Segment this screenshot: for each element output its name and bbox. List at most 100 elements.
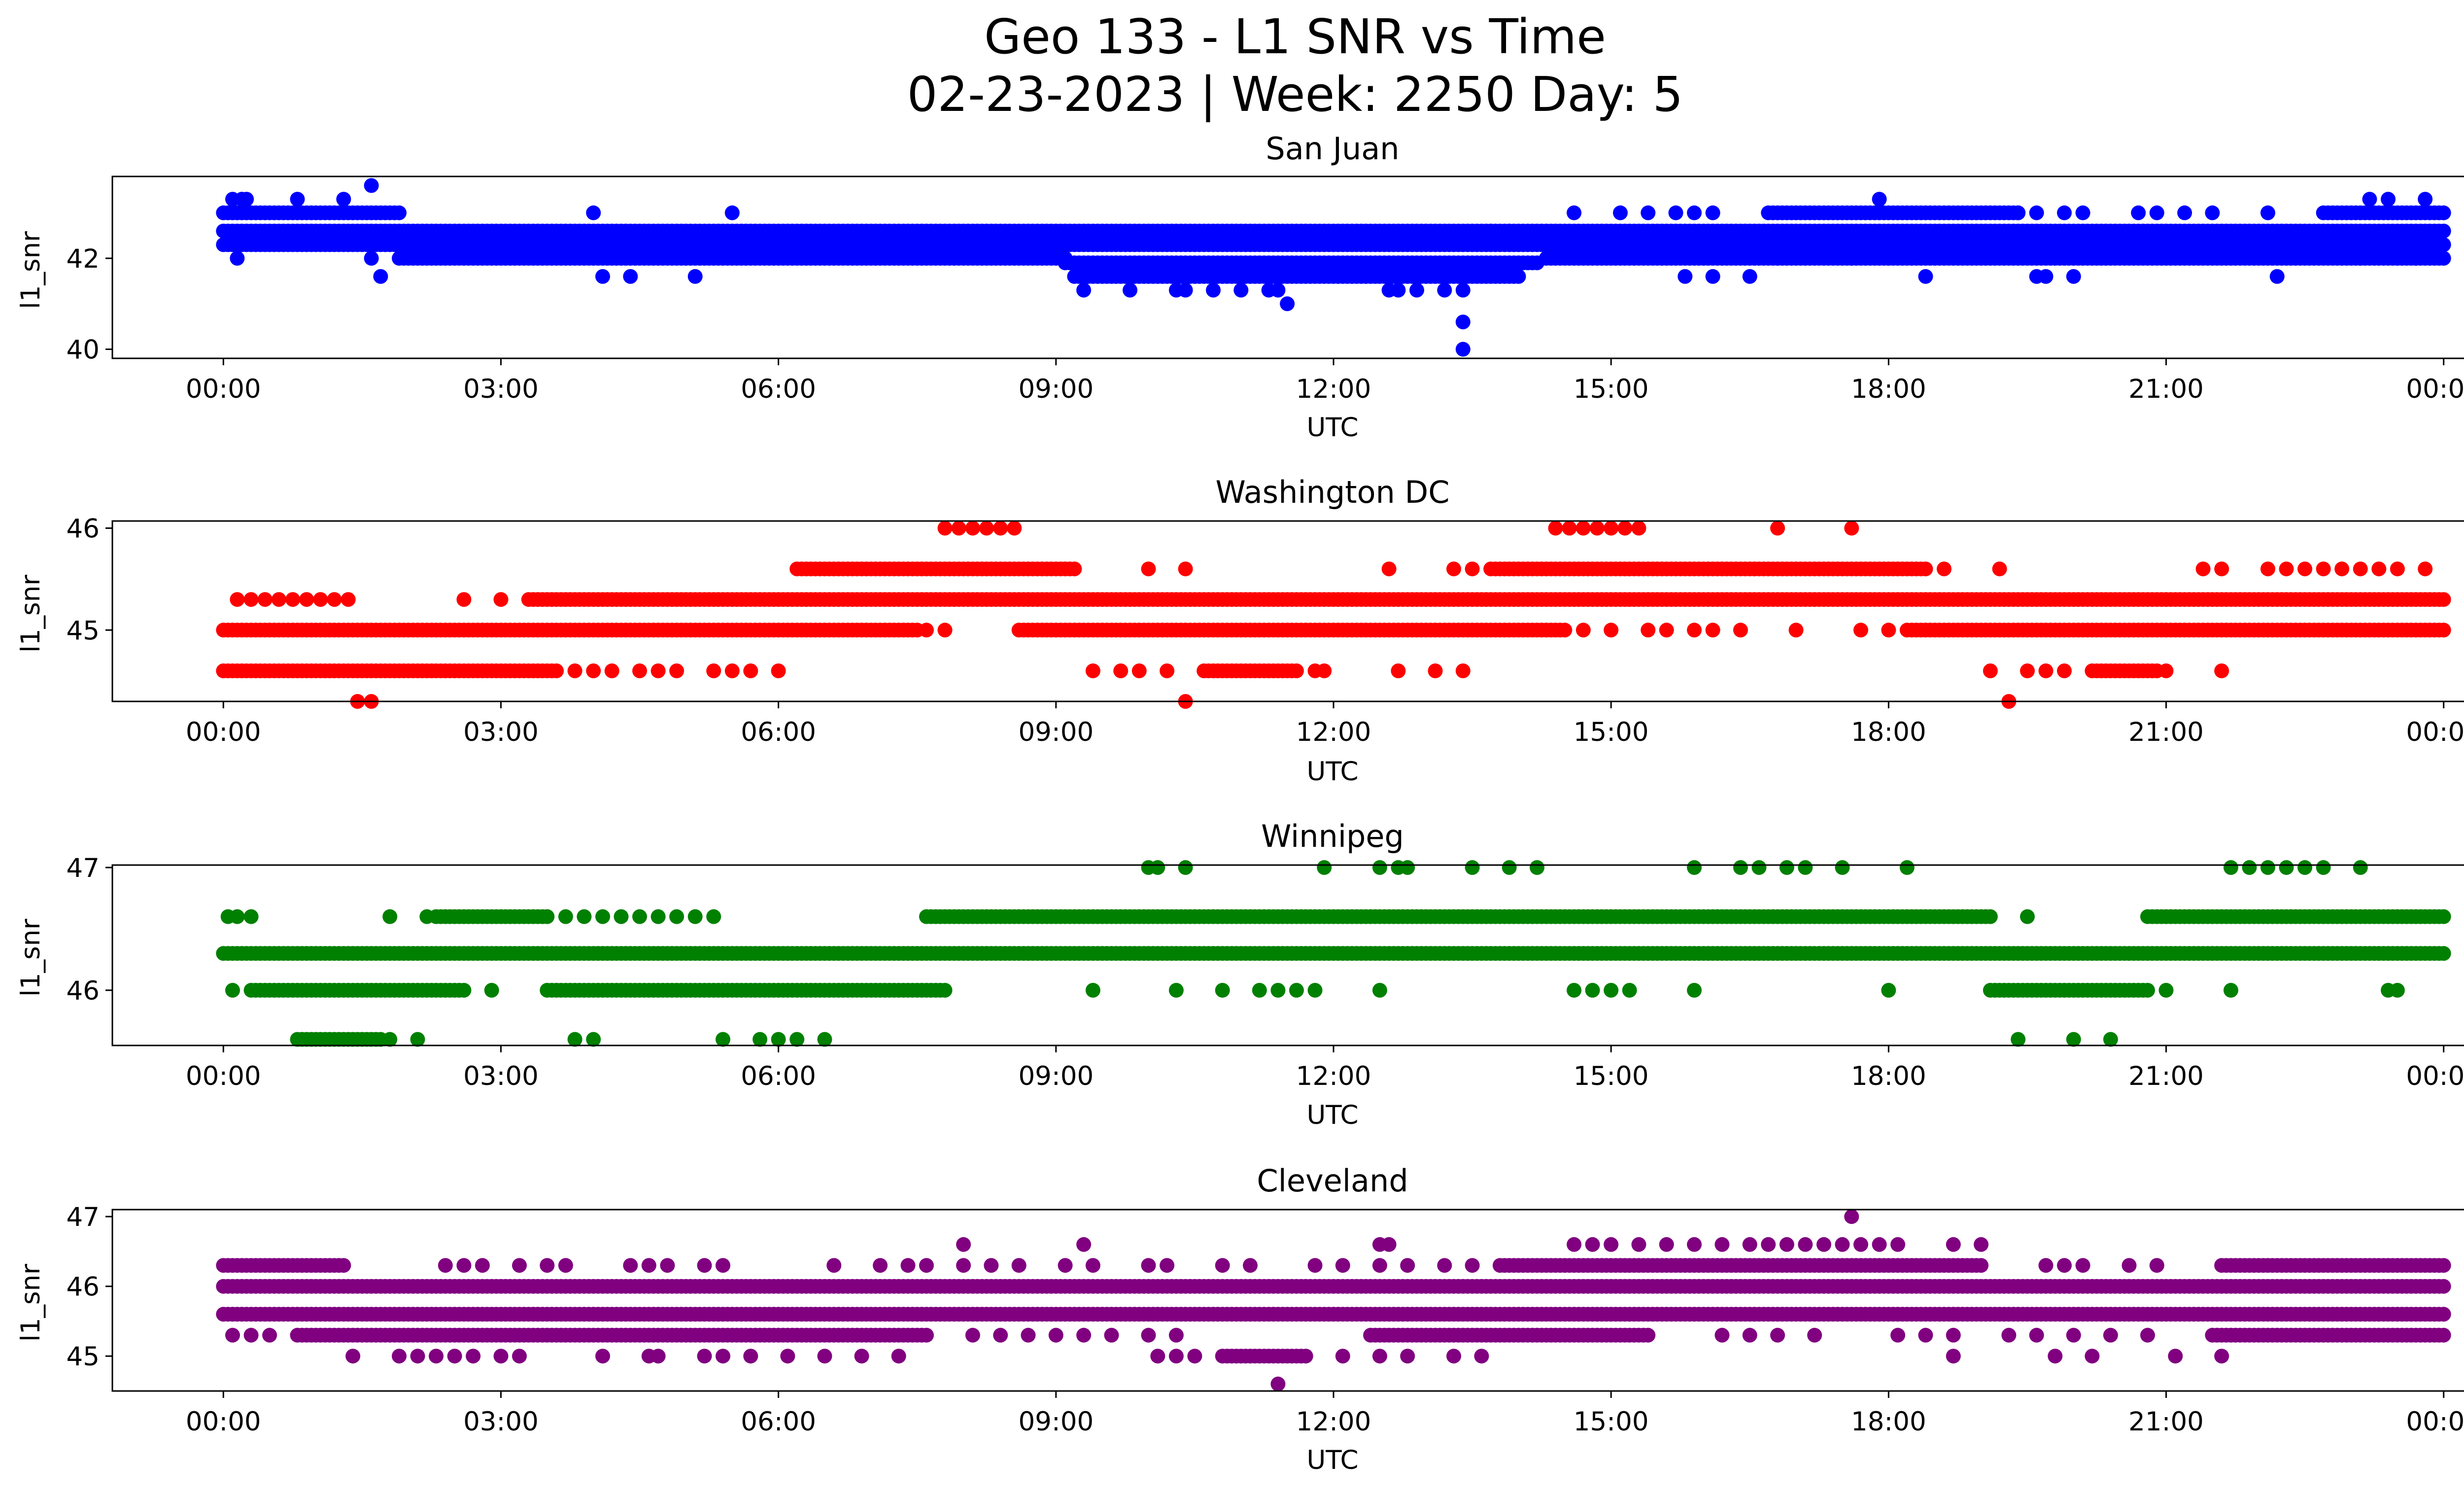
data-point — [1881, 983, 1896, 998]
data-point — [1590, 521, 1605, 536]
data-point — [1465, 860, 1480, 875]
data-point — [706, 663, 721, 678]
data-point — [1178, 282, 1193, 298]
data-point — [604, 663, 619, 678]
data-point — [2140, 983, 2155, 998]
x-tick-label: 15:00 — [1574, 717, 1649, 747]
data-point — [1372, 983, 1387, 998]
data-point — [1659, 623, 1674, 638]
data-point — [632, 909, 647, 924]
data-point — [1123, 282, 1137, 298]
data-point — [2158, 663, 2174, 678]
data-point — [1141, 561, 1156, 577]
data-point — [586, 1032, 601, 1047]
data-point — [1677, 269, 1693, 284]
plot-area-cleveland: 00:00 03:00 06:00 09:00 12:00 15:00 18:00 21:00… — [67, 1202, 2464, 1437]
data-point — [1007, 521, 1022, 536]
data-point — [937, 983, 953, 998]
data-point — [595, 909, 610, 924]
data-point — [937, 623, 953, 638]
x-tick-label: 18:00 — [1851, 717, 1926, 747]
scatter-series — [216, 178, 2451, 357]
data-point — [1770, 521, 1785, 536]
data-point — [2353, 251, 2368, 266]
data-point — [2057, 663, 2072, 678]
data-point — [1252, 983, 1267, 998]
data-point — [373, 269, 388, 284]
data-point — [753, 1032, 768, 1047]
data-point — [1455, 342, 1471, 357]
data-point — [1770, 251, 1785, 266]
data-point — [2436, 592, 2451, 607]
data-point — [1446, 561, 1461, 577]
data-point — [1705, 269, 1720, 284]
data-point — [271, 592, 286, 607]
x-tick-label: 00:00 — [2406, 717, 2464, 747]
data-point — [2381, 192, 2396, 207]
x-tick-label: 09:00 — [1018, 717, 1094, 747]
data-point — [1160, 663, 1175, 678]
x-tick-label: 00:00 — [186, 717, 261, 747]
x-tick-label: 09:00 — [1018, 1061, 1094, 1091]
x-tick-label: 12:00 — [1296, 374, 1371, 404]
data-point — [1150, 860, 1165, 875]
data-point — [623, 269, 638, 284]
data-point — [1280, 296, 1295, 312]
data-point — [2011, 205, 2026, 220]
data-point — [669, 909, 684, 924]
data-point — [2224, 983, 2238, 998]
data-point — [1409, 282, 1424, 298]
data-point — [2195, 561, 2211, 577]
data-point — [567, 1032, 582, 1047]
x-tick-label: 00:00 — [186, 374, 261, 404]
x-tick-label: 21:00 — [2128, 717, 2204, 747]
y-tick-label: 42 — [67, 244, 100, 274]
panel-washington-dc: Washington DC 00:00 03:00 06:00 09:00 12:00 1… — [16, 474, 2464, 787]
data-point — [817, 1032, 832, 1047]
y-axis-label: l1_snr — [16, 919, 46, 997]
data-point — [484, 983, 499, 998]
data-point — [979, 521, 994, 536]
x-axis-label: UTC — [1306, 413, 1358, 443]
data-point — [669, 663, 684, 678]
data-point — [687, 269, 703, 284]
data-point — [2158, 983, 2174, 998]
data-point — [716, 1032, 730, 1047]
data-point — [2353, 561, 2368, 577]
data-point — [327, 592, 342, 607]
data-point — [243, 592, 259, 607]
panel-title: Winnipeg — [1261, 818, 1404, 854]
data-point — [2436, 223, 2451, 239]
data-point — [2020, 909, 2035, 924]
data-point — [1289, 663, 1304, 678]
data-point — [382, 1032, 398, 1047]
data-point — [2297, 860, 2313, 875]
data-point — [2103, 1032, 2118, 1047]
x-tick-label: 00:00 — [2406, 1061, 2464, 1091]
x-tick-label: 03:00 — [463, 374, 539, 404]
data-point — [1687, 860, 1702, 875]
plot-area-washington-dc: 00:00 03:00 06:00 09:00 12:00 15:00 18:00 21:00… — [67, 514, 2464, 747]
data-point — [1641, 205, 1656, 220]
data-point — [2390, 251, 2405, 266]
data-point — [540, 909, 555, 924]
data-point — [743, 663, 758, 678]
data-point — [2279, 860, 2294, 875]
data-point — [1178, 561, 1193, 577]
x-tick-label: 03:00 — [463, 717, 539, 747]
data-point — [225, 983, 240, 998]
data-point — [456, 592, 472, 607]
data-point — [1562, 521, 1577, 536]
data-point — [1400, 860, 1415, 875]
data-point — [1270, 983, 1286, 998]
data-point — [687, 909, 703, 924]
data-point — [230, 592, 245, 607]
data-point — [1465, 561, 1480, 577]
y-axis-label: l1_snr — [16, 575, 46, 653]
data-point — [2066, 1032, 2081, 1047]
panel-title: Cleveland — [1257, 1163, 1408, 1199]
data-point — [1835, 860, 1850, 875]
x-tick-label: 18:00 — [1851, 1061, 1926, 1091]
data-point — [336, 1258, 351, 1273]
data-point — [2020, 663, 2035, 678]
